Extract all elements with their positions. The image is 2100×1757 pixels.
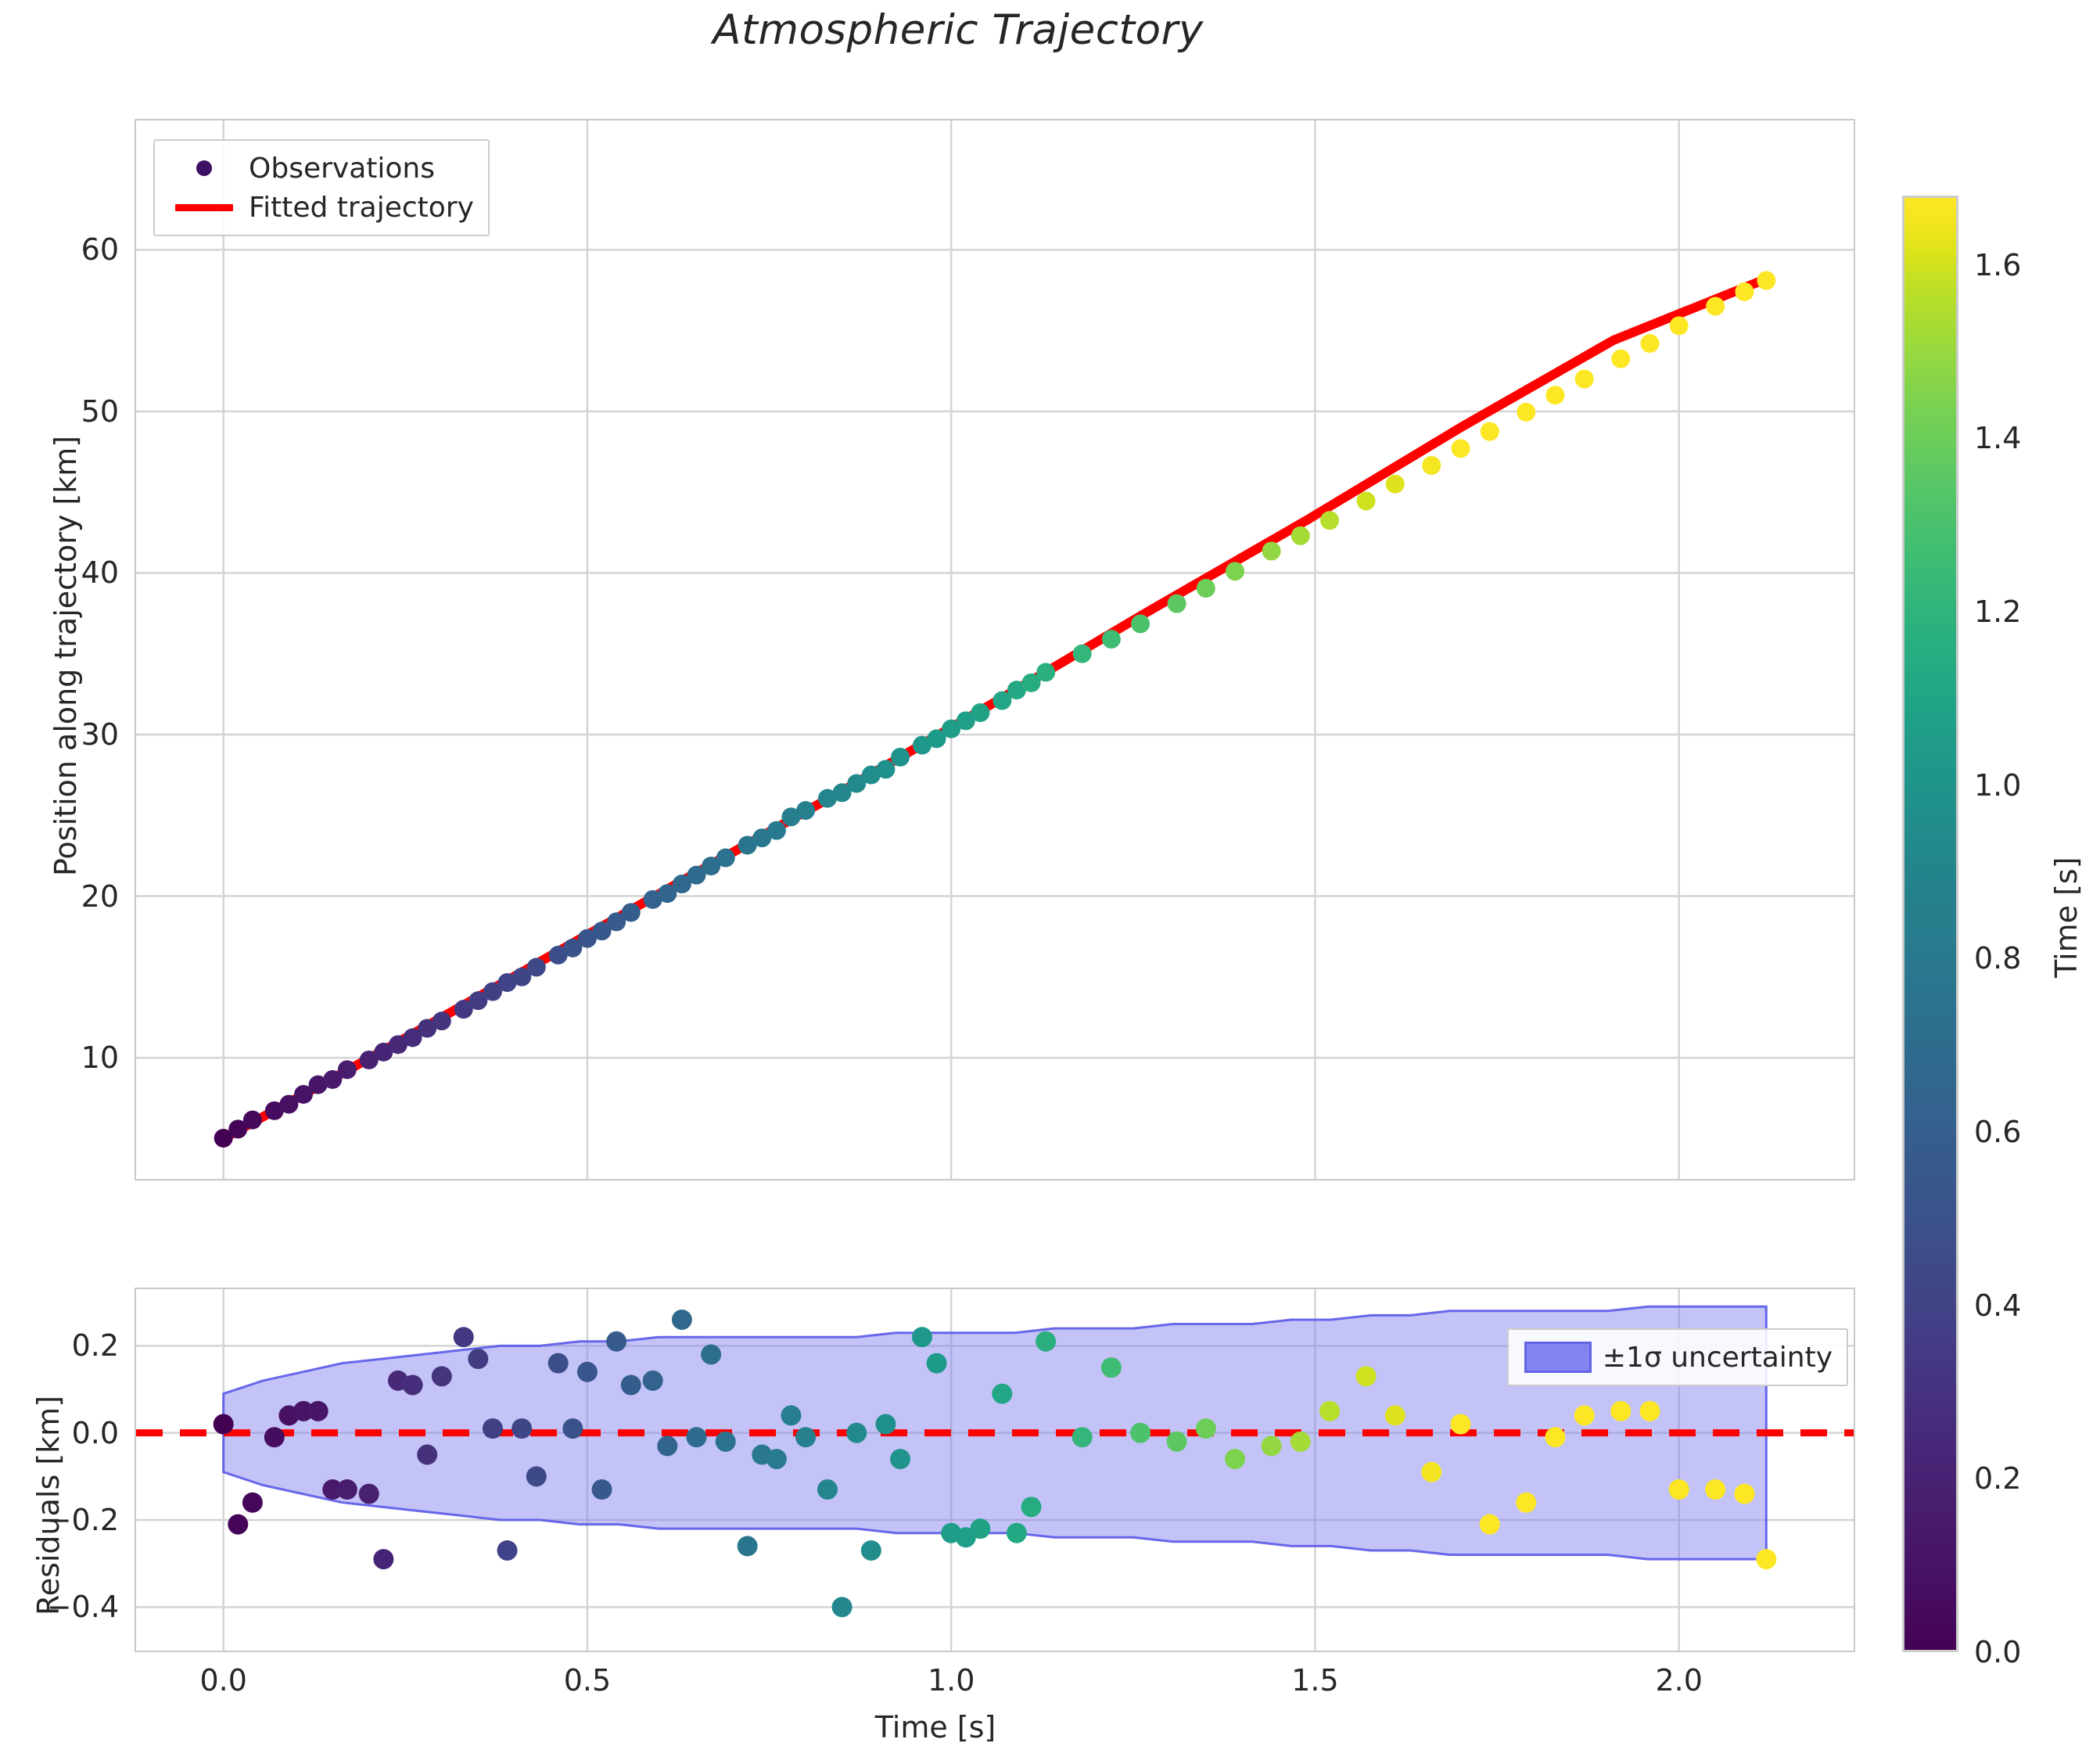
main-plot-y-tick: 10 xyxy=(81,1040,119,1076)
legend-label: Observations xyxy=(249,152,435,185)
legend-key xyxy=(169,203,239,211)
legend-entry: Fitted trajectory xyxy=(169,188,474,227)
colorbar[interactable] xyxy=(1902,196,1958,1652)
legend-marker-dot xyxy=(196,160,212,176)
main-plot-y-tick: 40 xyxy=(81,555,119,591)
residuals-x-tick: 1.5 xyxy=(1291,1663,1339,1698)
main-plot-svg xyxy=(136,120,1854,1179)
residuals-y-axis-label: Residuals [km] xyxy=(31,1395,66,1615)
main-plot-axes xyxy=(135,119,1855,1180)
colorbar-gradient xyxy=(1904,198,1956,1650)
residuals-y-tick: −0.4 xyxy=(46,1590,119,1625)
main-plot-area xyxy=(136,120,1854,1179)
residuals-y-tick: 0.0 xyxy=(71,1415,119,1450)
main-plot-y-axis-label: Position along trajectory [km] xyxy=(48,435,83,876)
main-plot-legend: Observations Fitted trajectory xyxy=(153,139,490,236)
colorbar-tick: 0.0 xyxy=(1974,1635,2022,1669)
colorbar-tick: 1.6 xyxy=(1974,247,2022,282)
residuals-x-tick: 0.0 xyxy=(199,1663,247,1698)
residuals-y-tick: 0.2 xyxy=(71,1328,119,1364)
colorbar-tick: 1.4 xyxy=(1974,421,2022,456)
legend-marker-line xyxy=(175,203,233,211)
residuals-x-axis-label: Time [s] xyxy=(874,1710,996,1744)
residuals-x-tick: 2.0 xyxy=(1655,1663,1703,1698)
figure-title: Atmospheric Trajectory xyxy=(713,6,1204,54)
colorbar-tick: 0.6 xyxy=(1974,1115,2022,1149)
legend-entry: ±1σ uncertainty xyxy=(1523,1338,1833,1377)
legend-entry: Observations xyxy=(169,149,474,188)
colorbar-tick: 1.0 xyxy=(1974,767,2022,803)
residuals-plot-axes xyxy=(135,1288,1855,1652)
colorbar-tick: 1.2 xyxy=(1974,595,2022,629)
legend-key xyxy=(1523,1342,1593,1373)
legend-label: ±1σ uncertainty xyxy=(1602,1341,1833,1374)
main-plot-y-tick: 20 xyxy=(81,878,119,914)
colorbar-tick: 0.4 xyxy=(1974,1288,2022,1323)
residuals-legend: ±1σ uncertainty xyxy=(1506,1328,1848,1386)
main-plot-y-tick: 60 xyxy=(81,232,119,268)
colorbar-tick: 0.8 xyxy=(1974,941,2022,976)
residuals-x-tick: 0.5 xyxy=(563,1663,612,1698)
residuals-x-tick: 1.0 xyxy=(927,1663,975,1698)
colorbar-title: Time [s] xyxy=(2049,857,2084,978)
main-plot-y-tick: 30 xyxy=(81,717,119,752)
main-plot-y-tick: 50 xyxy=(81,393,119,429)
residuals-y-tick: −0.2 xyxy=(46,1503,119,1537)
legend-key xyxy=(169,160,239,176)
legend-marker-patch xyxy=(1524,1342,1592,1373)
colorbar-tick: 0.2 xyxy=(1974,1461,2022,1497)
residuals-plot-area xyxy=(136,1289,1854,1651)
legend-label: Fitted trajectory xyxy=(249,191,474,224)
residuals-plot-svg xyxy=(136,1289,1854,1651)
